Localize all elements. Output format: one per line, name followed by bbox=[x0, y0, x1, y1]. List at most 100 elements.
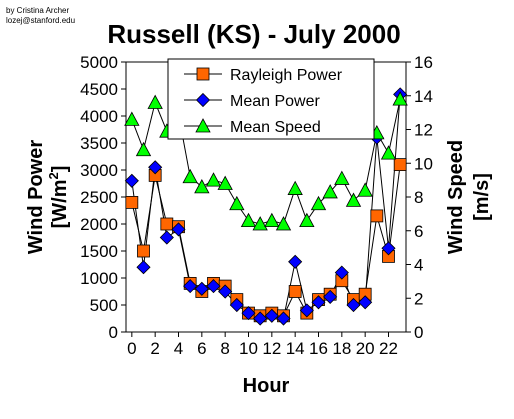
data-point-diamond bbox=[229, 297, 244, 313]
x-tick-label: 10 bbox=[239, 339, 258, 358]
data-point-diamond bbox=[206, 279, 221, 294]
y-right-tick-label: 14 bbox=[414, 87, 433, 106]
data-point-triangle bbox=[147, 94, 163, 109]
legend-marker-triangle bbox=[195, 118, 211, 133]
x-tick-label: 0 bbox=[127, 339, 136, 358]
y-left-tick-label: 3500 bbox=[80, 134, 118, 153]
y-left-axis-title-group: Wind Power bbox=[25, 140, 47, 254]
y-right-tick-label: 16 bbox=[414, 53, 433, 72]
data-point-triangle bbox=[229, 195, 245, 211]
credit-author: by Cristina Archer bbox=[6, 6, 69, 15]
data-point-triangle bbox=[240, 212, 257, 228]
legend-label: Rayleigh Power bbox=[230, 67, 343, 84]
x-tick-label: 6 bbox=[197, 339, 206, 358]
data-point-triangle bbox=[322, 184, 338, 199]
data-point-diamond bbox=[323, 289, 338, 304]
x-tick-label: 2 bbox=[150, 339, 159, 358]
y-right-tick-label: 2 bbox=[414, 289, 423, 308]
data-point-diamond bbox=[311, 295, 326, 310]
data-point-square bbox=[288, 285, 302, 298]
data-point-diamond bbox=[288, 254, 303, 269]
data-point-triangle bbox=[182, 168, 198, 184]
data-point-square bbox=[160, 217, 174, 231]
legend-label: Mean Power bbox=[230, 93, 320, 110]
data-point-diamond bbox=[183, 279, 198, 294]
data-point-diamond bbox=[194, 281, 209, 296]
data-point-diamond bbox=[358, 295, 373, 310]
data-point-diamond bbox=[381, 241, 396, 256]
data-point-triangle bbox=[135, 141, 152, 157]
y-left-axis-unit-group: [W/m2] bbox=[46, 166, 71, 229]
data-point-diamond bbox=[124, 173, 139, 188]
y-right-axis-title-group: Wind Speed bbox=[445, 140, 467, 254]
y-left-tick-label: 1500 bbox=[80, 242, 118, 261]
y-right-axis-unit-group: [m/s] bbox=[471, 173, 493, 221]
x-tick-label: 4 bbox=[174, 339, 183, 358]
x-axis-ticks: 0 2 4 6 8 10 12 14 16 18 20 22 bbox=[127, 332, 398, 358]
y-left-tick-label: 2500 bbox=[80, 188, 118, 207]
data-point-square bbox=[393, 158, 407, 172]
x-tick-label: 8 bbox=[220, 339, 229, 358]
legend: Rayleigh Power Mean Power Mean Speed bbox=[167, 58, 375, 140]
data-point-triangle bbox=[205, 172, 222, 187]
legend-items: Rayleigh Power Mean Power Mean Speed bbox=[184, 67, 343, 136]
y-left-axis-unit: [W/m2] bbox=[46, 166, 71, 229]
x-tick-label: 14 bbox=[286, 339, 305, 358]
data-point-triangle bbox=[357, 182, 373, 197]
data-point-triangle bbox=[264, 212, 280, 228]
data-point-triangle bbox=[252, 216, 268, 231]
data-point-triangle bbox=[217, 175, 233, 190]
y-left-tick-label: 4500 bbox=[80, 80, 118, 99]
y-right-axis-title: Wind Speed bbox=[445, 140, 467, 254]
data-point-triangle bbox=[287, 180, 303, 195]
credit-email: lozej@stanford.edu bbox=[6, 16, 75, 25]
data-point-diamond bbox=[299, 303, 314, 318]
y-right-tick-label: 4 bbox=[414, 256, 423, 275]
legend-label: Mean Speed bbox=[230, 119, 321, 136]
data-point-diamond bbox=[334, 265, 349, 280]
y-left-axis-ticks: 0 500 1000 1500 2000 2500 3000 3500 4000 4500 5000 bbox=[80, 53, 126, 342]
y-right-tick-label: 0 bbox=[414, 323, 423, 342]
data-point-triangle bbox=[194, 179, 210, 194]
data-point-diamond bbox=[148, 160, 163, 175]
y-left-tick-label: 1000 bbox=[80, 269, 118, 288]
data-point-triangle bbox=[275, 216, 292, 231]
legend-marker-square bbox=[196, 67, 210, 81]
data-point-diamond bbox=[136, 260, 151, 275]
chart-title: Russell (KS) - July 2000 bbox=[107, 19, 400, 49]
data-point-diamond bbox=[346, 297, 361, 313]
y-right-tick-label: 10 bbox=[414, 154, 433, 173]
data-point-diamond bbox=[264, 308, 279, 323]
y-right-tick-label: 8 bbox=[414, 188, 423, 207]
x-tick-label: 12 bbox=[262, 339, 281, 358]
data-point-diamond bbox=[241, 306, 256, 321]
x-tick-label: 22 bbox=[379, 339, 398, 358]
data-point-square bbox=[137, 244, 150, 258]
y-right-axis-ticks: 0 2 4 6 8 10 12 14 16 bbox=[406, 53, 433, 342]
y-right-tick-label: 6 bbox=[414, 222, 423, 241]
y-left-tick-label: 2000 bbox=[80, 215, 118, 234]
data-point-diamond bbox=[276, 311, 291, 326]
data-point-triangle bbox=[380, 145, 397, 160]
data-point-triangle bbox=[345, 192, 362, 207]
y-right-tick-label: 12 bbox=[414, 121, 433, 140]
y-right-axis-unit: [m/s] bbox=[471, 173, 493, 221]
y-left-tick-label: 500 bbox=[90, 296, 118, 315]
data-point-square bbox=[125, 195, 139, 209]
y-left-tick-label: 5000 bbox=[80, 53, 118, 72]
data-point-diamond bbox=[171, 222, 186, 237]
series-markers bbox=[124, 87, 408, 326]
y-left-tick-label: 4000 bbox=[80, 107, 118, 126]
data-point-triangle bbox=[310, 195, 327, 211]
data-point-diamond bbox=[253, 311, 268, 326]
x-tick-label: 16 bbox=[309, 339, 328, 358]
data-point-triangle bbox=[392, 91, 408, 106]
data-point-triangle bbox=[124, 111, 140, 126]
legend-marker-diamond bbox=[195, 92, 211, 108]
data-point-diamond bbox=[159, 230, 174, 245]
data-point-square bbox=[370, 209, 384, 223]
data-point-triangle bbox=[334, 170, 350, 185]
x-axis-title: Hour bbox=[243, 375, 290, 397]
